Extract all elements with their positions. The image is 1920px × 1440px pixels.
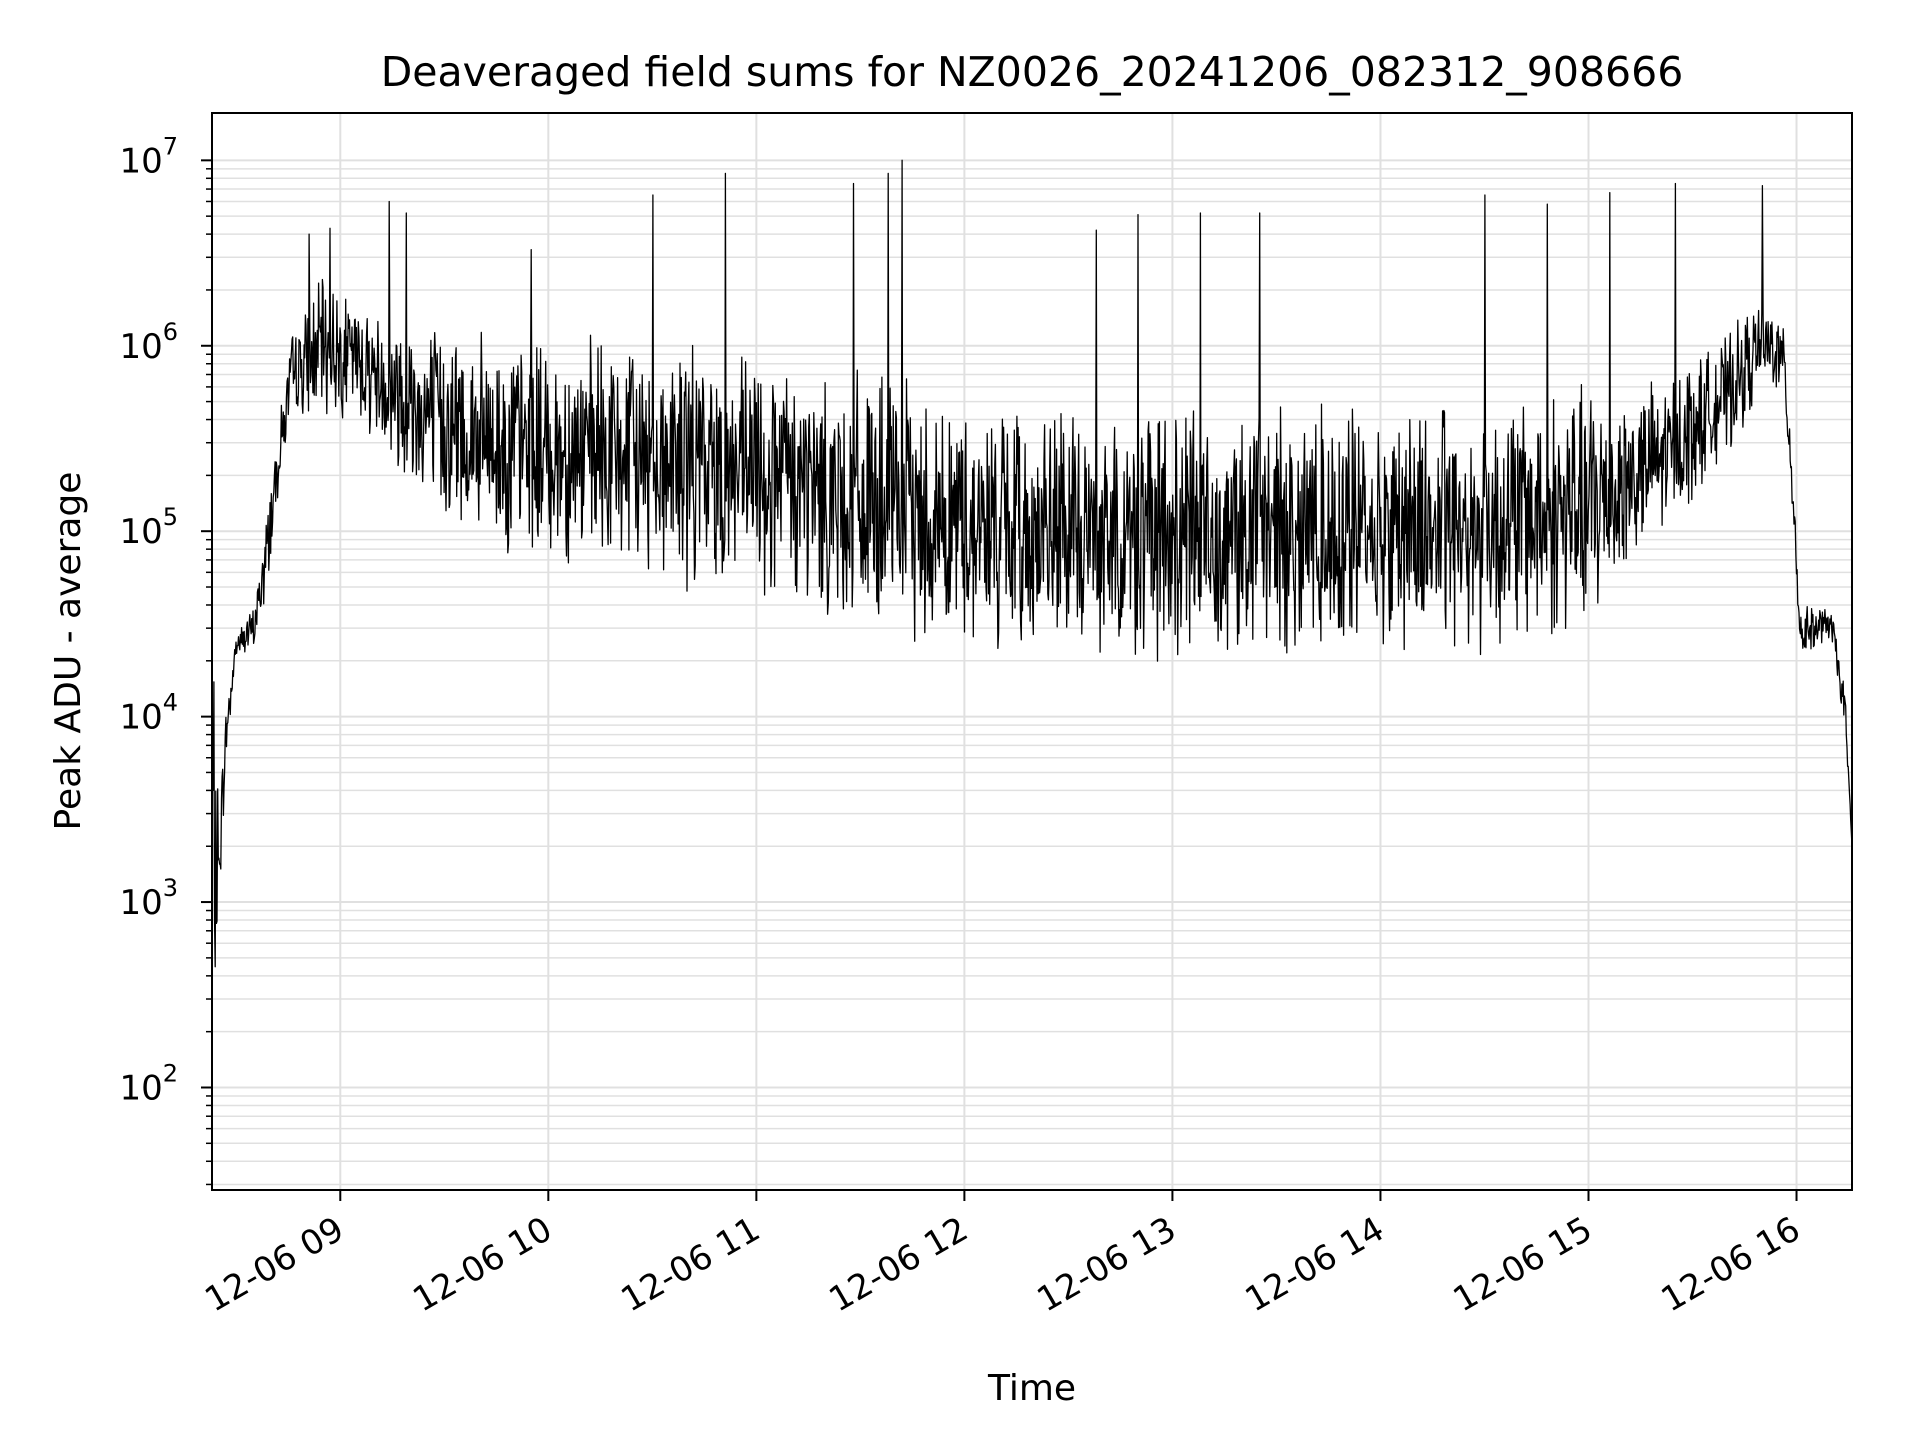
- y-tick-base: 10: [119, 698, 162, 738]
- plot-frame: [211, 112, 1853, 1191]
- y-tick-exponent: 5: [163, 503, 178, 531]
- y-tick-label: 104: [119, 689, 178, 738]
- y-tick-base: 10: [119, 141, 162, 181]
- x-tick-label: 12-06 12: [822, 1209, 974, 1320]
- series-layer: [211, 159, 1853, 968]
- x-tick-label: 12-06 09: [198, 1209, 350, 1320]
- x-tick-label: 12-06 11: [614, 1209, 766, 1320]
- x-tick-label: 12-06 13: [1031, 1209, 1183, 1320]
- x-tick-label: 12-06 14: [1239, 1209, 1391, 1320]
- y-tick-base: 10: [119, 327, 162, 367]
- x-tick-label: 12-06 16: [1655, 1209, 1807, 1320]
- x-axis-label: Time: [987, 1368, 1076, 1409]
- y-tick-exponent: 4: [163, 689, 178, 717]
- y-tick-exponent: 3: [163, 874, 178, 902]
- y-tick-label: 105: [119, 503, 178, 552]
- y-tick-label: 102: [119, 1059, 178, 1108]
- series-line: [211, 159, 1853, 968]
- y-tick-label: 107: [119, 132, 178, 181]
- y-tick-base: 10: [119, 883, 162, 923]
- chart-title: Deaveraged field sums for NZ0026_2024120…: [381, 48, 1684, 96]
- x-tick-label: 12-06 10: [406, 1209, 558, 1320]
- axis-ticks: 12-06 09 12-06 10 12-06 11 12-06 12 12-06 13…: [119, 132, 1807, 1320]
- y-tick-exponent: 2: [163, 1059, 178, 1087]
- grid: [212, 113, 1852, 1190]
- y-tick-base: 10: [119, 512, 162, 552]
- y-axis-label: Peak ADU - average: [48, 472, 89, 831]
- y-tick-label: 103: [119, 874, 178, 923]
- y-tick-exponent: 6: [163, 318, 178, 346]
- x-tick-label: 12-06 15: [1447, 1209, 1599, 1320]
- y-tick-exponent: 7: [163, 132, 178, 160]
- y-tick-base: 10: [119, 1068, 162, 1108]
- y-tick-label: 106: [119, 318, 178, 367]
